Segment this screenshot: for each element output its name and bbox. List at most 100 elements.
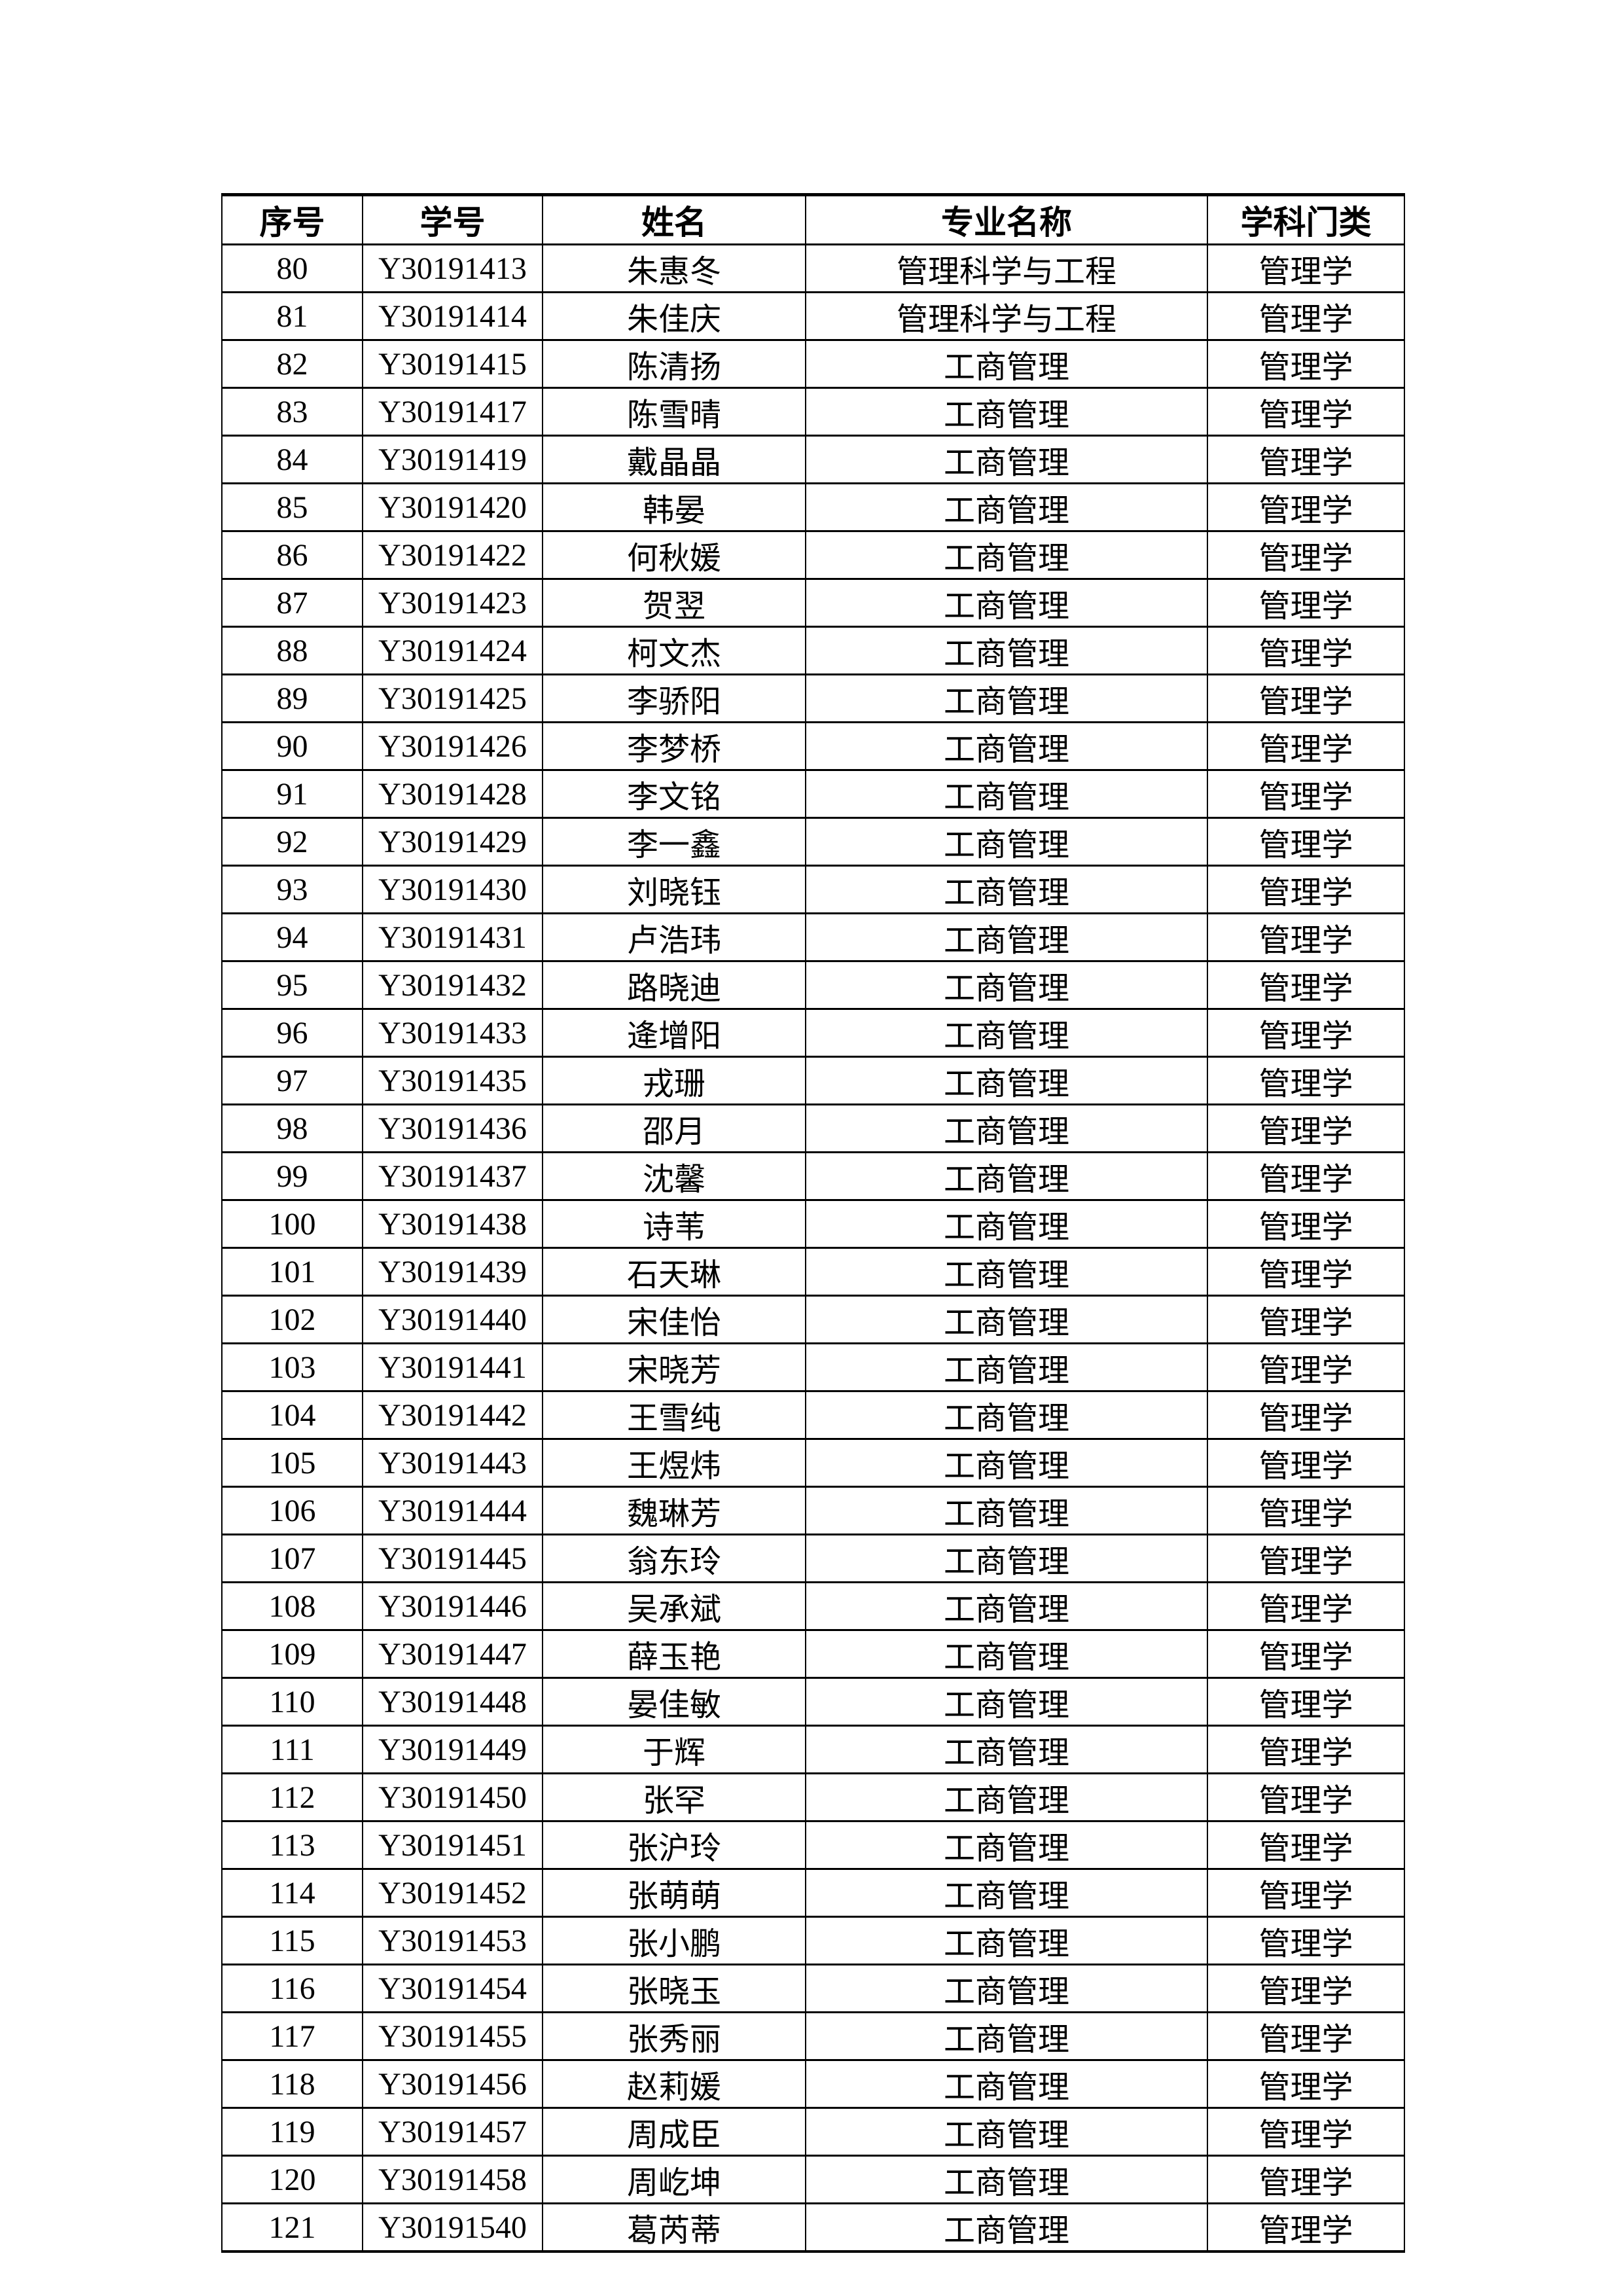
major-name-cell: 工商管理	[805, 1677, 1208, 1727]
discipline-category-cell: 管理学	[1207, 1868, 1405, 1918]
serial-number-cell: 116	[221, 1964, 363, 2013]
major-name-cell: 工商管理	[805, 1103, 1208, 1153]
serial-number-cell: 113	[221, 1820, 363, 1870]
discipline-category-cell: 管理学	[1207, 1151, 1405, 1201]
student-id-cell: Y30191425	[362, 673, 543, 723]
major-name-cell: 工商管理	[805, 912, 1208, 962]
student-id-cell: Y30191440	[362, 1295, 543, 1344]
discipline-category-cell: 管理学	[1207, 817, 1405, 867]
table-row: 99 Y30191437 沈馨 工商管理 管理学	[221, 1151, 1405, 1201]
table-row: 100 Y30191438 诗苇 工商管理 管理学	[221, 1199, 1405, 1249]
student-name-cell: 朱佳庆	[542, 291, 806, 341]
student-id-cell: Y30191450	[362, 1772, 543, 1822]
serial-number-cell: 95	[221, 960, 363, 1010]
student-id-cell: Y30191455	[362, 2011, 543, 2061]
student-name-cell: 李一鑫	[542, 817, 806, 867]
student-name-cell: 魏琳芳	[542, 1486, 806, 1535]
student-name-cell: 宋晓芳	[542, 1342, 806, 1392]
student-id-cell: Y30191447	[362, 1629, 543, 1679]
table-row: 119 Y30191457 周成臣 工商管理 管理学	[221, 2107, 1405, 2157]
discipline-category-cell: 管理学	[1207, 1103, 1405, 1153]
major-name-cell: 工商管理	[805, 1342, 1208, 1392]
discipline-category-cell: 管理学	[1207, 1772, 1405, 1822]
table-row: 95 Y30191432 路晓迪 工商管理 管理学	[221, 960, 1405, 1010]
student-id-cell: Y30191419	[362, 435, 543, 484]
major-name-cell: 工商管理	[805, 1056, 1208, 1105]
student-name-cell: 刘晓钰	[542, 865, 806, 914]
major-name-cell: 工商管理	[805, 1486, 1208, 1535]
serial-number-cell: 93	[221, 865, 363, 914]
serial-number-cell: 84	[221, 435, 363, 484]
table-body: 80 Y30191413 朱惠冬 管理科学与工程 管理学 81 Y30191414 朱佳庆 管理…	[221, 243, 1405, 2253]
table-row: 101 Y30191439 石天琳 工商管理 管理学	[221, 1247, 1405, 1297]
student-name-cell: 韩晏	[542, 482, 806, 532]
student-id-cell: Y30191442	[362, 1390, 543, 1440]
student-id-cell: Y30191430	[362, 865, 543, 914]
major-name-cell: 工商管理	[805, 530, 1208, 580]
table-row: 116 Y30191454 张晓玉 工商管理 管理学	[221, 1964, 1405, 2013]
discipline-category-cell: 管理学	[1207, 387, 1405, 437]
serial-number-cell: 105	[221, 1438, 363, 1488]
serial-number-cell: 106	[221, 1486, 363, 1535]
header-student-name: 姓名	[542, 194, 806, 245]
table-row: 107 Y30191445 翁东玲 工商管理 管理学	[221, 1534, 1405, 1583]
serial-number-cell: 103	[221, 1342, 363, 1392]
student-name-cell: 葛芮蒂	[542, 2202, 806, 2253]
serial-number-cell: 101	[221, 1247, 363, 1297]
student-id-cell: Y30191453	[362, 1916, 543, 1965]
table-row: 108 Y30191446 吴承斌 工商管理 管理学	[221, 1581, 1405, 1631]
major-name-cell: 工商管理	[805, 1581, 1208, 1631]
discipline-category-cell: 管理学	[1207, 530, 1405, 580]
discipline-category-cell: 管理学	[1207, 1581, 1405, 1631]
serial-number-cell: 92	[221, 817, 363, 867]
student-id-cell: Y30191426	[362, 721, 543, 771]
serial-number-cell: 96	[221, 1008, 363, 1058]
student-name-cell: 张晓玉	[542, 1964, 806, 2013]
discipline-category-cell: 管理学	[1207, 482, 1405, 532]
student-name-cell: 陈雪晴	[542, 387, 806, 437]
discipline-category-cell: 管理学	[1207, 1725, 1405, 1774]
major-name-cell: 工商管理	[805, 1295, 1208, 1344]
student-id-cell: Y30191446	[362, 1581, 543, 1631]
discipline-category-cell: 管理学	[1207, 1629, 1405, 1679]
discipline-category-cell: 管理学	[1207, 2155, 1405, 2204]
table-row: 111 Y30191449 于辉 工商管理 管理学	[221, 1725, 1405, 1774]
major-name-cell: 工商管理	[805, 1534, 1208, 1583]
discipline-category-cell: 管理学	[1207, 1056, 1405, 1105]
student-id-cell: Y30191458	[362, 2155, 543, 2204]
student-id-cell: Y30191415	[362, 339, 543, 389]
discipline-category-cell: 管理学	[1207, 769, 1405, 819]
discipline-category-cell: 管理学	[1207, 1390, 1405, 1440]
student-id-cell: Y30191429	[362, 817, 543, 867]
discipline-category-cell: 管理学	[1207, 1964, 1405, 2013]
discipline-category-cell: 管理学	[1207, 2011, 1405, 2061]
student-id-cell: Y30191422	[362, 530, 543, 580]
major-name-cell: 工商管理	[805, 960, 1208, 1010]
discipline-category-cell: 管理学	[1207, 339, 1405, 389]
table-row: 117 Y30191455 张秀丽 工商管理 管理学	[221, 2011, 1405, 2061]
discipline-category-cell: 管理学	[1207, 912, 1405, 962]
student-name-cell: 薛玉艳	[542, 1629, 806, 1679]
major-name-cell: 工商管理	[805, 2107, 1208, 2157]
student-name-cell: 王煜炜	[542, 1438, 806, 1488]
major-name-cell: 工商管理	[805, 1008, 1208, 1058]
student-id-cell: Y30191437	[362, 1151, 543, 1201]
table-row: 106 Y30191444 魏琳芳 工商管理 管理学	[221, 1486, 1405, 1535]
serial-number-cell: 85	[221, 482, 363, 532]
table-row: 86 Y30191422 何秋媛 工商管理 管理学	[221, 530, 1405, 580]
major-name-cell: 管理科学与工程	[805, 243, 1208, 293]
student-name-cell: 李骄阳	[542, 673, 806, 723]
serial-number-cell: 109	[221, 1629, 363, 1679]
student-name-cell: 石天琳	[542, 1247, 806, 1297]
table-row: 81 Y30191414 朱佳庆 管理科学与工程 管理学	[221, 291, 1405, 341]
serial-number-cell: 98	[221, 1103, 363, 1153]
serial-number-cell: 80	[221, 243, 363, 293]
student-name-cell: 陈清扬	[542, 339, 806, 389]
major-name-cell: 工商管理	[805, 1390, 1208, 1440]
major-name-cell: 工商管理	[805, 1964, 1208, 2013]
student-id-cell: Y30191448	[362, 1677, 543, 1727]
major-name-cell: 工商管理	[805, 387, 1208, 437]
serial-number-cell: 117	[221, 2011, 363, 2061]
student-id-cell: Y30191540	[362, 2202, 543, 2253]
